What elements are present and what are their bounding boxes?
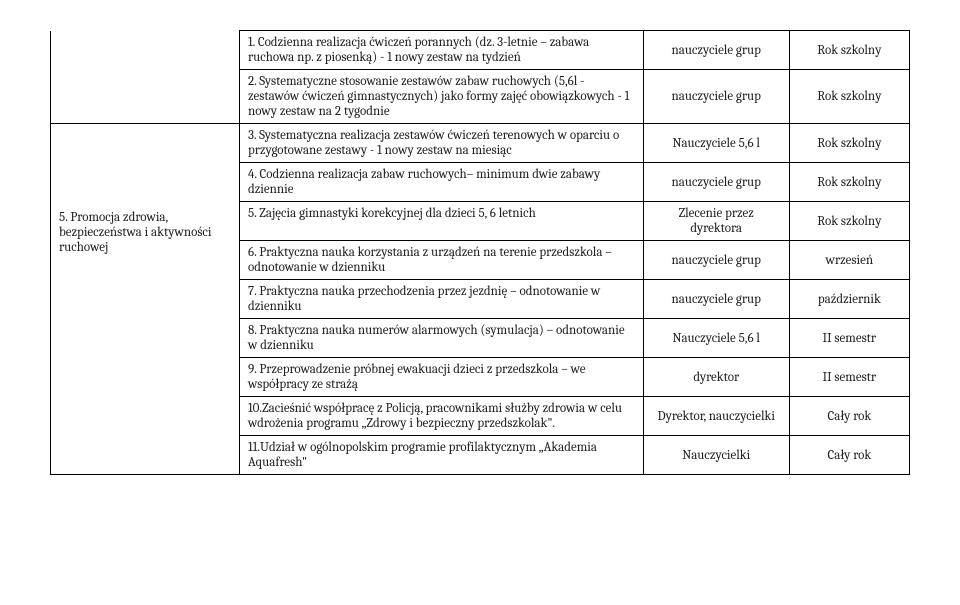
section-cell: 5. Promocja zdrowia, bezpieczeństwa i ak…	[51, 202, 240, 397]
section-cell-blank	[51, 31, 240, 124]
term-cell: II semestr	[789, 319, 909, 358]
task-cell: 11.Udział w ogólnopolskim programie prof…	[239, 436, 643, 475]
resp-cell: nauczyciele grup	[643, 163, 789, 202]
resp-cell: Nauczycielki	[643, 436, 789, 475]
task-cell: 7. Praktyczna nauka przechodzenia przez …	[239, 280, 643, 319]
term-cell: Rok szkolny	[789, 163, 909, 202]
term-cell: Rok szkolny	[789, 31, 909, 70]
task-cell: 8. Praktyczna nauka numerów alarmowych (…	[239, 319, 643, 358]
resp-cell: nauczyciele grup	[643, 241, 789, 280]
section-label: 5. Promocja zdrowia, bezpieczeństwa i ak…	[59, 210, 212, 255]
task-cell: 10.Zacieśnić współpracę z Policją, praco…	[239, 397, 643, 436]
resp-cell: Zlecenie przez dyrektora	[643, 202, 789, 241]
resp-cell: Dyrektor, nauczycielki	[643, 397, 789, 436]
table-row: 3. Systematyczna realizacja zestawów ćwi…	[51, 124, 910, 163]
term-cell: Rok szkolny	[789, 124, 909, 163]
task-cell: 1. Codzienna realizacja ćwiczeń porannyc…	[239, 31, 643, 70]
term-cell: II semestr	[789, 358, 909, 397]
task-cell: 6. Praktyczna nauka korzystania z urządz…	[239, 241, 643, 280]
resp-cell: nauczyciele grup	[643, 31, 789, 70]
section-cell-blank	[51, 124, 240, 202]
term-cell: wrzesień	[789, 241, 909, 280]
resp-cell: nauczyciele grup	[643, 280, 789, 319]
resp-cell: Nauczyciele 5,6 l	[643, 319, 789, 358]
section-cell-blank	[51, 397, 240, 475]
task-cell: 9. Przeprowadzenie próbnej ewakuacji dzi…	[239, 358, 643, 397]
term-cell: Rok szkolny	[789, 202, 909, 241]
term-cell: Rok szkolny	[789, 70, 909, 124]
resp-cell: Nauczyciele 5,6 l	[643, 124, 789, 163]
term-cell: październik	[789, 280, 909, 319]
term-cell: Cały rok	[789, 397, 909, 436]
task-cell: 4. Codzienna realizacja zabaw ruchowych–…	[239, 163, 643, 202]
plan-table: 1. Codzienna realizacja ćwiczeń porannyc…	[50, 30, 910, 475]
table-row: 1. Codzienna realizacja ćwiczeń porannyc…	[51, 31, 910, 70]
task-cell: 3. Systematyczna realizacja zestawów ćwi…	[239, 124, 643, 163]
resp-cell: dyrektor	[643, 358, 789, 397]
table-row: 10.Zacieśnić współpracę z Policją, praco…	[51, 397, 910, 436]
task-cell: 2. Systematyczne stosowanie zestawów zab…	[239, 70, 643, 124]
term-cell: Cały rok	[789, 436, 909, 475]
table-row: 5. Promocja zdrowia, bezpieczeństwa i ak…	[51, 202, 910, 241]
task-cell: 5. Zajęcia gimnastyki korekcyjnej dla dz…	[239, 202, 643, 241]
resp-cell: nauczyciele grup	[643, 70, 789, 124]
